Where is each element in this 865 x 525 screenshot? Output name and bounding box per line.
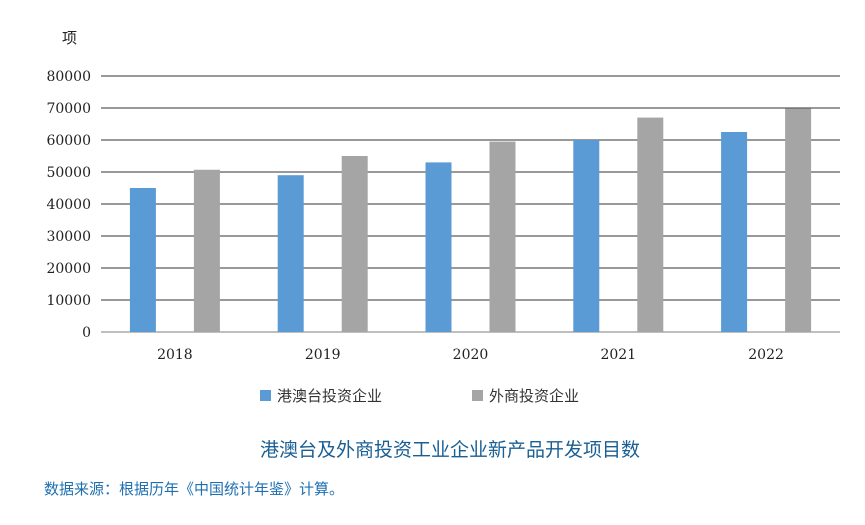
- y-tick-label: 80000: [46, 69, 91, 85]
- y-tick-label: 20000: [46, 261, 91, 277]
- bar-hk-macao-taiwan-2020: [425, 162, 452, 332]
- bar-hk-macao-taiwan-2018: [129, 188, 156, 332]
- bar-hk-macao-taiwan-2019: [277, 175, 304, 332]
- legend: 港澳台投资企业 外商投资企业: [260, 385, 669, 406]
- x-tick-label: 2020: [453, 347, 489, 363]
- x-tick-label: 2018: [157, 347, 193, 363]
- legend-swatch-foreign: [472, 390, 484, 401]
- x-tick-label: 2019: [305, 347, 341, 363]
- y-axis-ticks: 0 10000 20000 30000 40000 50000 60000 70000 8000…: [46, 69, 91, 341]
- gridlines: [101, 75, 840, 333]
- y-tick-label: 30000: [46, 229, 91, 245]
- x-tick-label: 2022: [748, 347, 784, 363]
- data-source-note: 数据来源：根据历年《中国统计年鉴》计算。: [44, 480, 345, 498]
- y-tick-label: 50000: [46, 165, 91, 181]
- legend-label-foreign: 外商投资企业: [489, 387, 580, 405]
- legend-item-hk-macao-taiwan: 港澳台投资企业: [260, 385, 382, 406]
- x-tick-label: 2021: [600, 347, 636, 363]
- bar-foreign-2022: [785, 108, 812, 332]
- y-tick-label: 40000: [46, 197, 91, 213]
- y-tick-label: 60000: [46, 133, 91, 149]
- x-axis-ticks: 2018 2019 2020 2021 2022: [157, 347, 784, 363]
- y-tick-label: 10000: [46, 293, 91, 309]
- bar-foreign-2019: [341, 156, 368, 332]
- bar-foreign-2018: [193, 169, 220, 332]
- bar-hk-macao-taiwan-2021: [573, 140, 600, 332]
- bars: [129, 108, 812, 332]
- legend-label-hk-macao-taiwan: 港澳台投资企业: [277, 387, 383, 405]
- legend-item-foreign: 外商投资企业: [472, 385, 579, 406]
- chart-caption: 港澳台及外商投资工业企业新产品开发项目数: [260, 439, 641, 461]
- y-tick-label: 0: [82, 325, 91, 341]
- legend-swatch-hk-macao-taiwan: [260, 390, 271, 401]
- bar-chart: 项 0 10000 20000 30000 40000 50000 60000 70000 80…: [46, 29, 840, 363]
- bar-foreign-2020: [489, 141, 516, 332]
- bar-hk-macao-taiwan-2022: [721, 132, 748, 332]
- bar-foreign-2021: [637, 117, 664, 332]
- y-tick-label: 70000: [46, 101, 91, 117]
- y-axis-unit-label: 项: [62, 29, 77, 47]
